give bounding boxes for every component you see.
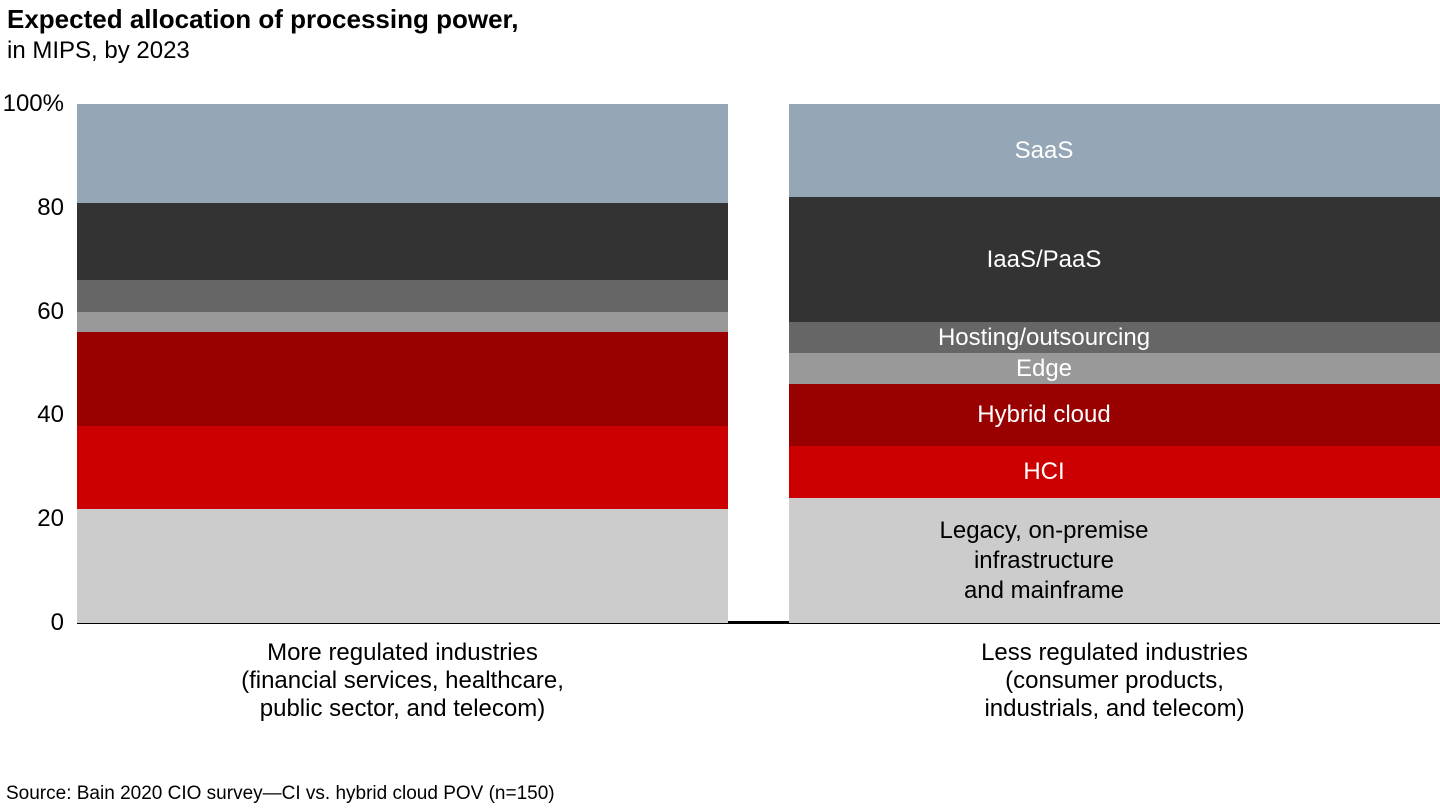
bar-segment-label: HCI <box>1023 458 1065 486</box>
bar-segment-label: IaaS/PaaS <box>986 245 1102 273</box>
bar-segment-legacy-on-premise-infrastructure-and-mainframe: Legacy, on-premise infrastructure and ma… <box>789 498 1440 623</box>
bar-more-regulated-industries <box>77 104 728 623</box>
bar-segment-label: Hybrid cloud <box>977 401 1111 429</box>
bar-segment-label: Hosting/outsourcing <box>937 323 1151 351</box>
y-axis-tick-label: 0 <box>50 609 64 636</box>
y-axis-tick-label: 40 <box>37 401 64 429</box>
bar-segment-hybrid-cloud <box>77 332 728 426</box>
bar-segment-label: Legacy, on-premise infrastructure and ma… <box>939 516 1149 604</box>
x-axis-label-less-regulated: Less regulated industries (consumer prod… <box>981 639 1248 722</box>
bar-less-regulated-industries: SaaS IaaS/PaaS Hosting/outsourcing Edge Hybr… <box>789 104 1440 623</box>
y-axis-tick-label: 60 <box>37 297 64 325</box>
bar-segment-hybrid-cloud: Hybrid cloud <box>789 384 1440 447</box>
bar-segment-hosting-outsourcing <box>77 280 728 312</box>
bar-segment-saas: SaaS <box>789 104 1440 198</box>
bar-segment-edge <box>77 311 728 333</box>
x-axis-label-more-regulated: More regulated industries (financial ser… <box>241 639 564 722</box>
page-title: Expected allocation of processing power, <box>7 4 519 34</box>
bar-segment-edge: Edge <box>789 353 1440 385</box>
source-note: Source: Bain 2020 CIO survey—CI vs. hybr… <box>6 783 555 804</box>
bar-segment-label: SaaS <box>1014 136 1074 164</box>
bar-segment-iaas-paas <box>77 202 728 281</box>
bar-segment-label: Edge <box>1015 354 1073 382</box>
y-axis-tick-label: 80 <box>37 193 64 221</box>
y-axis-tick-label: 100% <box>2 90 64 117</box>
bar-segment-legacy-on-premise-infrastructure-and-mainframe <box>77 508 728 623</box>
x-axis-line <box>77 621 1440 624</box>
bar-segment-hci: HCI <box>789 446 1440 499</box>
page-subtitle: in MIPS, by 2023 <box>7 37 190 64</box>
bar-segment-saas <box>77 104 728 203</box>
bar-segment-iaas-paas: IaaS/PaaS <box>789 197 1440 322</box>
bar-segment-hosting-outsourcing: Hosting/outsourcing <box>789 321 1440 354</box>
y-axis-tick-label: 20 <box>37 505 64 533</box>
bar-segment-hci <box>77 425 728 509</box>
